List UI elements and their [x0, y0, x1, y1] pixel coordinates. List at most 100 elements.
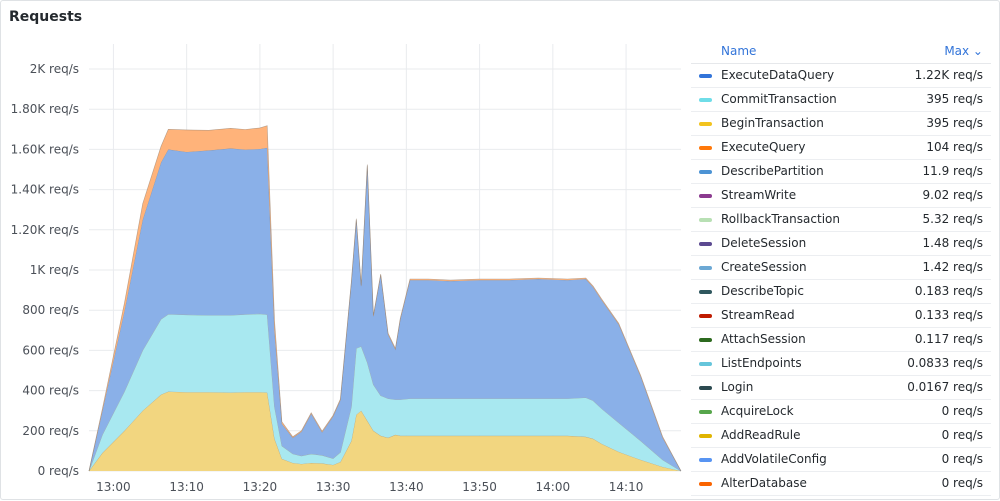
- legend-item-name: CommitTransaction: [721, 92, 837, 106]
- series-color-swatch: [699, 98, 712, 102]
- legend-item[interactable]: StreamRead 0.133 req/s: [691, 304, 991, 328]
- x-tick-label: 13:40: [389, 480, 424, 494]
- legend-item-name: AddVolatileConfig: [721, 452, 827, 466]
- legend-item-name: DescribePartition: [721, 164, 824, 178]
- series-color-swatch: [699, 410, 712, 414]
- legend-item[interactable]: DescribePartition 11.9 req/s: [691, 160, 991, 184]
- legend-item-name: ExecuteQuery: [721, 140, 806, 154]
- legend-item-name: DescribeTopic: [721, 284, 804, 298]
- y-tick-label: 1.20K req/s: [11, 223, 79, 237]
- x-tick-label: 14:00: [536, 480, 571, 494]
- legend-item-max: 0.0833 req/s: [907, 356, 983, 370]
- series-color-swatch: [699, 362, 712, 366]
- series-color-swatch: [699, 74, 712, 78]
- legend-item-name: ExecuteDataQuery: [721, 68, 835, 82]
- y-tick-label: 2K req/s: [30, 62, 79, 76]
- legend-item-max: 1.48 req/s: [922, 236, 984, 250]
- legend-item[interactable]: AddVolatileConfig 0 req/s: [691, 448, 991, 472]
- legend-item-max: 0.133 req/s: [914, 308, 983, 322]
- legend-item-name: ListEndpoints: [721, 356, 802, 370]
- series-color-swatch: [699, 482, 712, 486]
- legend-item[interactable]: ExecuteQuery 104 req/s: [691, 136, 991, 160]
- legend-item-max: 395 req/s: [926, 92, 983, 106]
- legend-item-name: AcquireLock: [721, 404, 794, 418]
- legend-item-name: DeleteSession: [721, 236, 807, 250]
- legend-item-name: AttachSession: [721, 332, 806, 346]
- series-color-swatch: [699, 458, 712, 462]
- series-color-swatch: [699, 122, 712, 126]
- legend-item-name: StreamWrite: [721, 188, 797, 202]
- legend-item[interactable]: ListEndpoints 0.0833 req/s: [691, 352, 991, 376]
- series-color-swatch: [699, 146, 712, 150]
- legend-item-name: BeginTransaction: [721, 116, 824, 130]
- y-tick-label: 800 req/s: [22, 303, 79, 317]
- legend-item[interactable]: AttachSession 0.117 req/s: [691, 328, 991, 352]
- legend-item[interactable]: CommitTransaction 395 req/s: [691, 88, 991, 112]
- legend-item-name: Login: [721, 380, 754, 394]
- legend: Name Max ⌄ ExecuteDataQuery 1.22K req/s Co…: [691, 41, 991, 496]
- legend-item-max: 0 req/s: [941, 404, 983, 418]
- y-tick-label: 600 req/s: [22, 343, 79, 357]
- series-color-swatch: [699, 266, 712, 270]
- legend-item[interactable]: DescribeTopic 0.183 req/s: [691, 280, 991, 304]
- y-tick-label: 0 req/s: [38, 464, 79, 478]
- legend-item-max: 5.32 req/s: [922, 212, 984, 226]
- series-color-swatch: [699, 170, 712, 174]
- legend-item[interactable]: Login 0.0167 req/s: [691, 376, 991, 400]
- legend-item-max: 0 req/s: [941, 452, 983, 466]
- series-area-CommitTransaction: [89, 313, 681, 471]
- legend-item[interactable]: StreamWrite 9.02 req/s: [691, 184, 991, 208]
- x-tick-label: 13:20: [243, 480, 278, 494]
- legend-item-max: 9.02 req/s: [922, 188, 984, 202]
- series-color-swatch: [699, 290, 712, 294]
- requests-chart: 0 req/s 200 req/s 400 req/s 600 req/s 800 re…: [11, 44, 682, 494]
- y-tick-label: 400 req/s: [22, 384, 79, 398]
- legend-item-max: 0.183 req/s: [914, 284, 983, 298]
- legend-item-max: 11.9 req/s: [922, 164, 984, 178]
- legend-item-name: StreamRead: [721, 308, 795, 322]
- x-tick-label: 13:30: [316, 480, 351, 494]
- y-tick-label: 1K req/s: [30, 263, 79, 277]
- legend-item-name: CreateSession: [721, 260, 807, 274]
- legend-item[interactable]: AlterDatabase 0 req/s: [691, 472, 991, 496]
- legend-header: Name Max ⌄: [691, 41, 991, 64]
- x-tick-label: 13:50: [462, 480, 497, 494]
- series-color-swatch: [699, 242, 712, 246]
- legend-item-max: 104 req/s: [926, 140, 983, 154]
- panel-title: Requests: [9, 9, 83, 25]
- series-color-swatch: [699, 194, 712, 198]
- legend-item[interactable]: CreateSession 1.42 req/s: [691, 256, 991, 280]
- legend-item[interactable]: ExecuteDataQuery 1.22K req/s: [691, 64, 991, 88]
- legend-item[interactable]: DeleteSession 1.48 req/s: [691, 232, 991, 256]
- series-color-swatch: [699, 434, 712, 438]
- legend-item[interactable]: AddReadRule 0 req/s: [691, 424, 991, 448]
- legend-item-max: 0.0167 req/s: [907, 380, 983, 394]
- x-tick-label: 14:10: [609, 480, 644, 494]
- legend-rows: ExecuteDataQuery 1.22K req/s CommitTransac…: [691, 64, 991, 496]
- legend-item-max: 0 req/s: [941, 428, 983, 442]
- series-line-ExecuteQuery: [88, 125, 682, 472]
- series-area-ExecuteDataQuery: [89, 147, 681, 472]
- legend-item[interactable]: RollbackTransaction 5.32 req/s: [691, 208, 991, 232]
- legend-item-name: AddReadRule: [721, 428, 801, 442]
- legend-item-max: 1.42 req/s: [922, 260, 984, 274]
- legend-item[interactable]: BeginTransaction 395 req/s: [691, 112, 991, 136]
- series-area-BeginTransaction: [89, 391, 681, 471]
- legend-item[interactable]: AcquireLock 0 req/s: [691, 400, 991, 424]
- legend-sort-max[interactable]: Max ⌄: [944, 44, 983, 58]
- legend-item-max: 0.117 req/s: [914, 332, 983, 346]
- x-tick-label: 13:10: [169, 480, 204, 494]
- y-tick-label: 1.60K req/s: [11, 142, 79, 156]
- series-color-swatch: [699, 218, 712, 222]
- legend-item-max: 1.22K req/s: [914, 68, 983, 82]
- series-color-swatch: [699, 314, 712, 318]
- series-color-swatch: [699, 338, 712, 342]
- legend-item-max: 395 req/s: [926, 116, 983, 130]
- legend-sort-name[interactable]: Name: [721, 44, 757, 58]
- y-tick-label: 1.80K req/s: [11, 102, 79, 116]
- series-color-swatch: [699, 386, 712, 390]
- x-tick-label: 13:00: [96, 480, 131, 494]
- y-tick-label: 200 req/s: [22, 424, 79, 438]
- legend-item-name: AlterDatabase: [721, 476, 807, 490]
